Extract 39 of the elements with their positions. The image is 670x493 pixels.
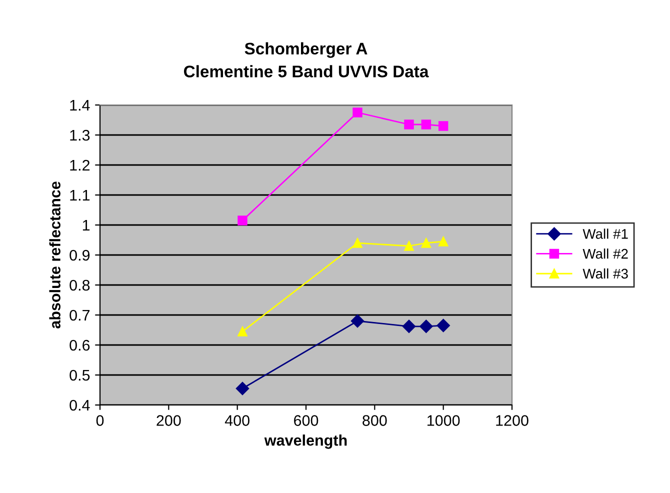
y-tick-label: 1 — [82, 220, 90, 231]
x-tick-label: 0 — [96, 415, 104, 426]
legend-label: Wall #1 — [582, 228, 628, 239]
x-tick-label: 200 — [156, 415, 181, 426]
point — [421, 120, 432, 130]
point — [438, 121, 448, 131]
legend-label: Wall #2 — [582, 248, 628, 259]
point — [421, 238, 432, 248]
y-axis-title: absolute reflectance — [49, 182, 60, 328]
point — [438, 236, 448, 246]
point — [236, 382, 250, 396]
y-tick-label: 0.4 — [70, 400, 90, 411]
x-axis-title: wavelength — [264, 434, 347, 449]
y-tick-label: 1.4 — [70, 100, 90, 111]
y-tick-label: 1.1 — [70, 190, 90, 201]
y-tick-label: 0.6 — [70, 340, 90, 351]
x-tick-label: 1200 — [496, 415, 528, 426]
x-tick-label: 800 — [362, 415, 387, 426]
point — [404, 241, 414, 251]
x-tick-label: 600 — [294, 415, 318, 426]
point — [238, 326, 248, 336]
point — [352, 108, 362, 118]
y-tick-label: 0.8 — [70, 280, 90, 291]
chart-title: Schomberger A Clementine 5 Band UVVIS Data — [184, 42, 429, 78]
point — [436, 318, 450, 332]
point — [404, 120, 414, 130]
y-tick-label: 1.2 — [70, 160, 90, 171]
x-tick-label: 400 — [224, 415, 250, 426]
y-tick-label: 0.9 — [70, 250, 90, 261]
point — [350, 314, 364, 328]
y-tick-label: 0.5 — [70, 370, 90, 381]
point — [402, 320, 416, 333]
point — [238, 216, 248, 226]
point — [352, 238, 362, 248]
point — [420, 320, 433, 333]
x-tick-label: 1000 — [428, 415, 460, 426]
y-tick-label: 1.3 — [70, 130, 90, 141]
y-tick-label: 0.7 — [70, 310, 90, 321]
legend-label: Wall #3 — [582, 268, 628, 279]
